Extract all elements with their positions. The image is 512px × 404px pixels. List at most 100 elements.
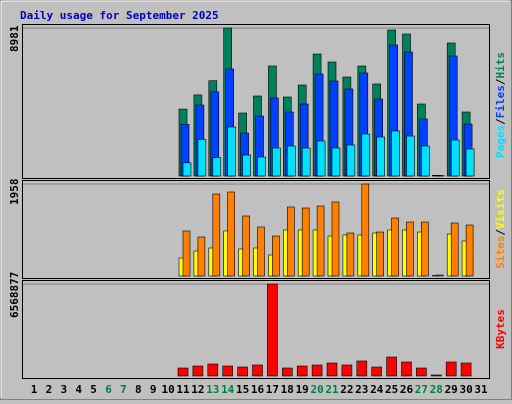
- bar: [357, 361, 367, 376]
- bar: [377, 137, 385, 176]
- y-tick-label: 1958: [8, 179, 21, 206]
- bar: [272, 236, 279, 276]
- bar: [312, 365, 322, 376]
- x-tick-label: 1: [31, 383, 38, 396]
- x-tick-label: 17: [266, 383, 279, 396]
- x-tick-label: 2: [46, 383, 53, 396]
- bar: [446, 362, 456, 376]
- bar: [272, 148, 280, 176]
- bar: [317, 206, 324, 276]
- x-tick-label: 29: [445, 383, 458, 396]
- legend-entry: Pages: [494, 125, 507, 158]
- bar: [402, 362, 412, 376]
- bar: [332, 202, 339, 276]
- chart-title: Daily usage for September 2025: [20, 9, 219, 22]
- bar: [347, 145, 355, 176]
- bar: [466, 225, 473, 276]
- x-tick-label: 31: [474, 383, 488, 396]
- bar: [372, 367, 382, 376]
- bar: [193, 366, 203, 376]
- bar: [267, 284, 277, 376]
- bar: [421, 146, 429, 176]
- bar: [392, 131, 400, 176]
- bar: [228, 192, 235, 276]
- x-tick-label: 10: [161, 383, 174, 396]
- bar: [421, 222, 428, 276]
- bar: [451, 223, 458, 276]
- x-tick-label: 26: [400, 383, 414, 396]
- x-tick-label: 18: [281, 383, 294, 396]
- bar: [407, 136, 415, 176]
- x-tick-label: 23: [355, 383, 368, 396]
- bar: [302, 208, 309, 276]
- x-tick-label: 6: [105, 383, 112, 396]
- bar: [178, 368, 188, 376]
- x-tick-label: 5: [90, 383, 97, 396]
- x-tick-label: 27: [415, 383, 428, 396]
- bar: [228, 127, 236, 176]
- bar: [287, 207, 294, 276]
- legend-entry: Sites: [494, 236, 507, 269]
- legend-entry: Files: [494, 85, 507, 118]
- bar: [342, 365, 352, 376]
- bar: [327, 363, 337, 376]
- bar: [302, 148, 310, 176]
- legend-entry: Visits: [494, 189, 507, 229]
- bar: [436, 275, 443, 276]
- x-tick-label: 30: [459, 383, 472, 396]
- bar: [213, 194, 220, 276]
- bar: [243, 155, 251, 176]
- bar: [198, 237, 205, 276]
- bar: [287, 146, 295, 176]
- y-tick-label: 6568877: [8, 272, 21, 318]
- bar: [223, 366, 233, 376]
- bar: [238, 367, 248, 376]
- bar: [183, 231, 190, 276]
- y-tick-label: 8981: [8, 25, 21, 52]
- bar: [377, 232, 384, 276]
- x-tick-label: 14: [221, 383, 235, 396]
- bar: [332, 148, 340, 176]
- bar: [466, 149, 474, 176]
- bar: [451, 140, 459, 176]
- x-tick-label: 19: [296, 383, 309, 396]
- x-tick-label: 25: [385, 383, 398, 396]
- bar: [282, 368, 292, 376]
- x-tick-label: 20: [310, 383, 323, 396]
- x-tick-label: 7: [120, 383, 127, 396]
- bar: [387, 357, 397, 376]
- x-tick-label: 21: [325, 383, 339, 396]
- bar: [258, 227, 265, 276]
- bar: [213, 158, 221, 176]
- x-tick-label: 9: [150, 383, 157, 396]
- legend: Sites/Visits: [494, 189, 507, 269]
- x-tick-label: 24: [370, 383, 384, 396]
- bar: [297, 366, 307, 376]
- bar: [347, 233, 354, 276]
- bar: [317, 141, 325, 176]
- bar: [243, 216, 250, 276]
- legend-entry: KBytes: [494, 309, 507, 349]
- bar: [362, 184, 369, 276]
- bar: [392, 218, 399, 276]
- bar: [461, 363, 471, 376]
- bar: [183, 163, 191, 176]
- x-tick-label: 16: [251, 383, 265, 396]
- x-tick-label: 15: [236, 383, 249, 396]
- x-tick-label: 3: [60, 383, 67, 396]
- bar: [208, 364, 218, 376]
- bar: [258, 157, 266, 176]
- bar: [253, 365, 263, 376]
- x-tick-label: 12: [191, 383, 204, 396]
- bar: [416, 368, 426, 376]
- legend-entry: Hits: [494, 52, 507, 79]
- x-tick-label: 22: [340, 383, 353, 396]
- legend: KBytes: [494, 309, 507, 349]
- x-tick-label: 11: [176, 383, 190, 396]
- x-tick-label: 13: [206, 383, 219, 396]
- x-tick-label: 28: [430, 383, 443, 396]
- x-tick-label: 4: [75, 383, 82, 396]
- legend: Pages/Files/Hits: [494, 52, 507, 158]
- panel: [23, 281, 490, 379]
